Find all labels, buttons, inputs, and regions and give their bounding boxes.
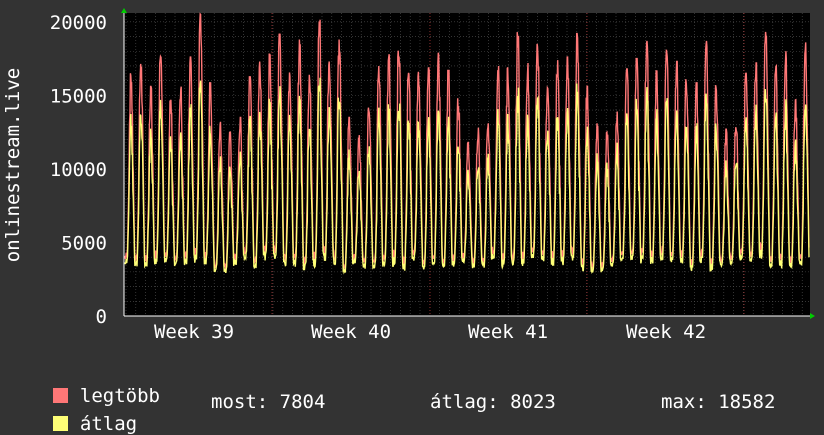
- x-axis-arrow-icon: [810, 313, 815, 319]
- stat-now: most: 7804: [211, 391, 325, 413]
- legend-label-avg: átlag: [80, 413, 137, 435]
- legend-item-avg: átlag: [30, 391, 137, 435]
- x-tick-label: Week 42: [626, 321, 706, 343]
- y-tick-label: 20000: [50, 12, 107, 34]
- x-tick-label: Week 40: [311, 321, 391, 343]
- x-tick-label: Week 39: [154, 321, 234, 343]
- y-tick-label: 10000: [50, 159, 107, 181]
- stat-average: átlag: 8023: [430, 391, 556, 413]
- stat-max: max: 18582: [661, 391, 775, 413]
- y-tick-label: 15000: [50, 85, 107, 107]
- legend-swatch-avg: [53, 416, 68, 431]
- y-tick-label: 5000: [61, 232, 107, 254]
- y-tick-label: 0: [96, 306, 107, 328]
- y-axis-label: onlinestream.live: [2, 68, 24, 262]
- chart: 0 5000 10000 15000 20000 Week 39 Week 40 Week 4…: [0, 0, 824, 370]
- x-tick-label: Week 41: [468, 321, 548, 343]
- y-axis-arrow-icon: [121, 8, 127, 13]
